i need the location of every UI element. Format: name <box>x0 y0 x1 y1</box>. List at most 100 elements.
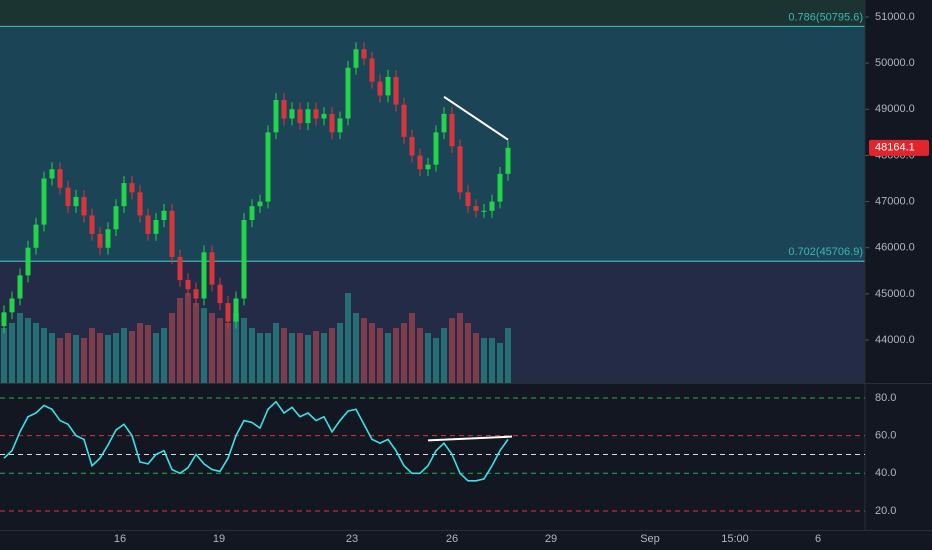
x-tick-label: 23 <box>346 533 358 545</box>
volume-bar <box>193 303 199 383</box>
candle-body <box>97 233 103 248</box>
candle-body <box>361 49 367 59</box>
candle-body <box>481 210 487 212</box>
volume-bar <box>145 325 151 383</box>
volume-bar <box>401 323 407 383</box>
candle-body <box>129 183 135 193</box>
y-tick-label: 47000.0 <box>875 195 915 207</box>
volume-bar <box>81 338 87 383</box>
volume-bar <box>489 338 495 383</box>
volume-bar <box>137 323 143 383</box>
volume-bar <box>281 328 287 383</box>
candle-body <box>161 210 167 221</box>
volume-bar <box>433 338 439 383</box>
candle-body <box>49 169 55 179</box>
candle-body <box>249 206 255 221</box>
x-tick-label: Sep <box>640 533 660 545</box>
volume-bar <box>33 323 39 383</box>
volume-bar <box>305 335 311 383</box>
rsi-tick-label: 20.0 <box>875 505 896 517</box>
volume-bar <box>289 333 295 383</box>
y-tick-label: 51000.0 <box>875 11 915 23</box>
volume-bar <box>153 333 159 383</box>
x-tick-label: 16 <box>114 533 126 545</box>
volume-bar <box>249 328 255 383</box>
fib-label: 0.702(45706.9) <box>788 246 863 258</box>
candle-body <box>449 113 455 147</box>
volume-bar <box>345 293 351 383</box>
candle-body <box>329 113 335 133</box>
candle-body <box>169 210 175 257</box>
volume-bar <box>393 328 399 383</box>
candle-body <box>25 247 31 276</box>
volume-bar <box>209 313 215 383</box>
volume-bar <box>441 328 447 383</box>
volume-bar <box>265 333 271 383</box>
volume-bar <box>17 313 23 383</box>
candle-body <box>433 132 439 165</box>
candle-body <box>9 298 15 313</box>
x-tick-label: 19 <box>213 533 225 545</box>
candle-body <box>281 100 287 119</box>
candle-body <box>1 312 7 327</box>
zone-mid <box>0 26 865 262</box>
x-tick-label: 29 <box>545 533 557 545</box>
candle-body <box>345 67 351 119</box>
y-tick-label: 49000.0 <box>875 103 915 115</box>
candle-body <box>289 109 295 119</box>
x-tick-label: 26 <box>446 533 458 545</box>
candle-body <box>489 201 495 211</box>
volume-bar <box>65 333 71 383</box>
volume-bar <box>57 338 63 383</box>
volume-bar <box>377 328 383 383</box>
volume-bar <box>233 313 239 383</box>
volume-bar <box>505 328 511 383</box>
candle-body <box>321 113 327 119</box>
volume-bar <box>353 313 359 383</box>
rsi-tick-label: 60.0 <box>875 430 896 442</box>
price-tag-label: 48164.1 <box>875 142 915 154</box>
candle-body <box>33 224 39 248</box>
candle-body <box>137 192 143 216</box>
zone-top <box>0 0 865 27</box>
candle-body <box>409 136 415 156</box>
candle-body <box>441 113 447 133</box>
volume-bar <box>409 313 415 383</box>
candle-body <box>185 280 191 290</box>
candle-body <box>145 215 151 234</box>
candle-body <box>153 220 159 234</box>
candle-body <box>457 146 463 193</box>
candle-body <box>193 289 199 299</box>
volume-bar <box>241 318 247 383</box>
candle-body <box>473 206 479 211</box>
candle-body <box>505 147 511 174</box>
candle-body <box>393 76 399 105</box>
candle-body <box>217 284 223 304</box>
candle-body <box>89 215 95 234</box>
candle-body <box>377 81 383 96</box>
candle-body <box>369 58 375 82</box>
volume-bar <box>337 323 343 383</box>
volume-bar <box>169 313 175 383</box>
volume-bar <box>121 328 127 383</box>
candle-body <box>353 49 359 68</box>
candle-body <box>233 298 239 322</box>
y-tick-label: 45000.0 <box>875 288 915 300</box>
volume-bar <box>73 335 79 383</box>
x-tick-label: 15:00 <box>721 533 749 545</box>
candle-body <box>105 229 111 248</box>
rsi-trendline <box>427 435 513 442</box>
rsi-line <box>3 400 509 482</box>
candle-body <box>209 252 215 285</box>
candle-body <box>401 104 407 137</box>
candle-body <box>417 155 423 170</box>
volume-bar <box>225 323 231 383</box>
candle-body <box>425 164 431 170</box>
volume-bar <box>273 323 279 383</box>
price-tag <box>869 139 929 156</box>
volume-bar <box>9 323 15 383</box>
volume-bar <box>481 338 487 383</box>
candle-body <box>241 220 247 299</box>
candle-body <box>465 192 471 207</box>
